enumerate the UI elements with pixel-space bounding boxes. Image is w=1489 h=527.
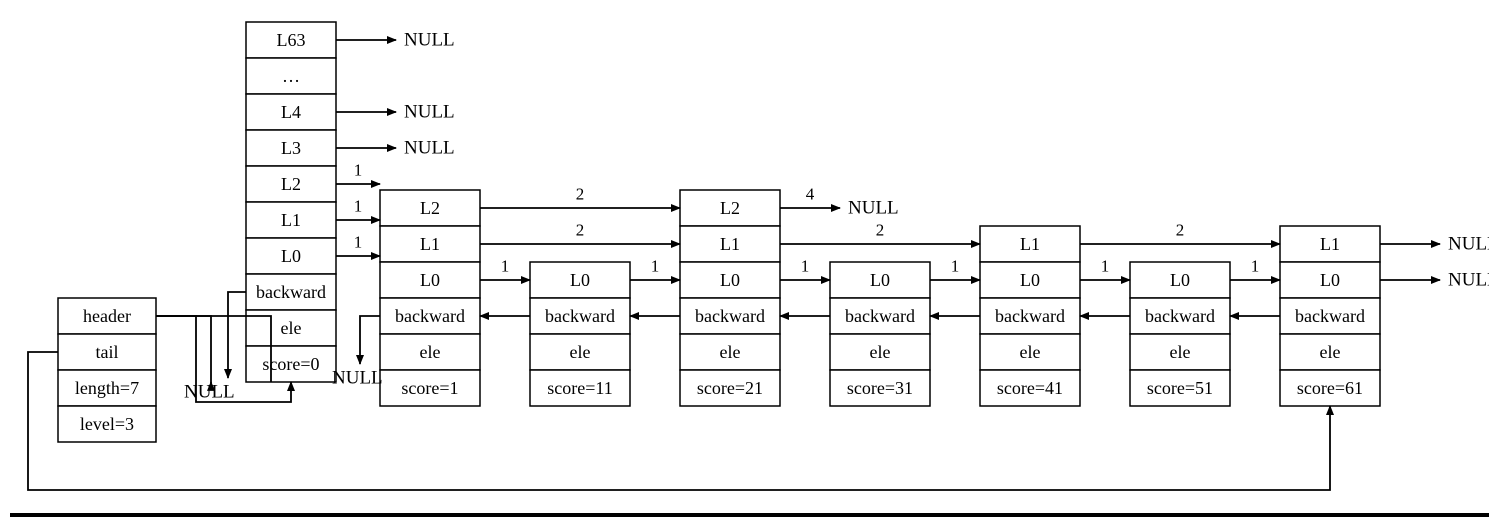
svg-text:score=21: score=21 xyxy=(697,378,763,398)
svg-text:score=61: score=61 xyxy=(1297,378,1363,398)
svg-text:L63: L63 xyxy=(277,30,306,50)
svg-text:NULL: NULL xyxy=(404,102,455,123)
svg-text:ele: ele xyxy=(870,342,891,362)
svg-text:L0: L0 xyxy=(1020,270,1040,290)
svg-text:L0: L0 xyxy=(870,270,890,290)
svg-text:score=51: score=51 xyxy=(1147,378,1213,398)
svg-text:ele: ele xyxy=(1020,342,1041,362)
svg-text:4: 4 xyxy=(806,185,815,204)
svg-text:L4: L4 xyxy=(281,102,301,122)
svg-text:L0: L0 xyxy=(570,270,590,290)
svg-text:ele: ele xyxy=(570,342,591,362)
svg-text:header: header xyxy=(83,306,131,326)
svg-text:ele: ele xyxy=(1320,342,1341,362)
svg-text:2: 2 xyxy=(576,185,585,204)
svg-text:length=7: length=7 xyxy=(75,378,139,398)
svg-text:1: 1 xyxy=(501,257,510,276)
svg-text:1: 1 xyxy=(951,257,960,276)
svg-text:NULL: NULL xyxy=(404,138,455,159)
svg-text:1: 1 xyxy=(1251,257,1260,276)
svg-text:backward: backward xyxy=(1145,306,1215,326)
svg-text:2: 2 xyxy=(1176,221,1185,240)
svg-text:L0: L0 xyxy=(1320,270,1340,290)
svg-text:L1: L1 xyxy=(420,234,440,254)
svg-text:NULL: NULL xyxy=(1448,234,1489,255)
svg-text:tail: tail xyxy=(96,342,119,362)
svg-text:L0: L0 xyxy=(720,270,740,290)
svg-text:1: 1 xyxy=(651,257,660,276)
svg-text:ele: ele xyxy=(720,342,741,362)
svg-text:L2: L2 xyxy=(420,198,440,218)
svg-text:L0: L0 xyxy=(1170,270,1190,290)
skiplist-diagram: header tail length=7 level=3 L63 … L4 L3 L2 L1 L0 b… xyxy=(10,10,1489,517)
svg-text:NULL: NULL xyxy=(184,382,235,403)
svg-text:L2: L2 xyxy=(720,198,740,218)
svg-text:…: … xyxy=(282,66,300,86)
svg-text:backward: backward xyxy=(995,306,1065,326)
svg-text:NULL: NULL xyxy=(404,30,455,51)
svg-text:L1: L1 xyxy=(1320,234,1340,254)
svg-text:1: 1 xyxy=(354,197,363,216)
svg-text:1: 1 xyxy=(354,161,363,180)
svg-text:NULL: NULL xyxy=(1448,270,1489,291)
svg-text:L0: L0 xyxy=(420,270,440,290)
svg-text:level=3: level=3 xyxy=(80,414,134,434)
svg-text:L0: L0 xyxy=(281,246,301,266)
svg-text:1: 1 xyxy=(354,233,363,252)
svg-text:backward: backward xyxy=(845,306,915,326)
svg-text:score=41: score=41 xyxy=(997,378,1063,398)
svg-text:L1: L1 xyxy=(1020,234,1040,254)
svg-text:ele: ele xyxy=(1170,342,1191,362)
svg-text:L2: L2 xyxy=(281,174,301,194)
svg-text:backward: backward xyxy=(1295,306,1365,326)
svg-text:backward: backward xyxy=(395,306,465,326)
svg-text:ele: ele xyxy=(281,318,302,338)
svg-text:L1: L1 xyxy=(720,234,740,254)
svg-text:2: 2 xyxy=(876,221,885,240)
svg-text:NULL: NULL xyxy=(848,198,899,219)
svg-text:2: 2 xyxy=(576,221,585,240)
svg-text:1: 1 xyxy=(1101,257,1110,276)
svg-text:score=31: score=31 xyxy=(847,378,913,398)
svg-text:L1: L1 xyxy=(281,210,301,230)
svg-text:NULL: NULL xyxy=(332,368,383,389)
svg-text:backward: backward xyxy=(256,282,326,302)
svg-text:backward: backward xyxy=(545,306,615,326)
svg-text:backward: backward xyxy=(695,306,765,326)
svg-text:score=1: score=1 xyxy=(401,378,458,398)
svg-text:L3: L3 xyxy=(281,138,301,158)
svg-text:ele: ele xyxy=(420,342,441,362)
svg-text:1: 1 xyxy=(801,257,810,276)
svg-text:score=11: score=11 xyxy=(547,378,612,398)
